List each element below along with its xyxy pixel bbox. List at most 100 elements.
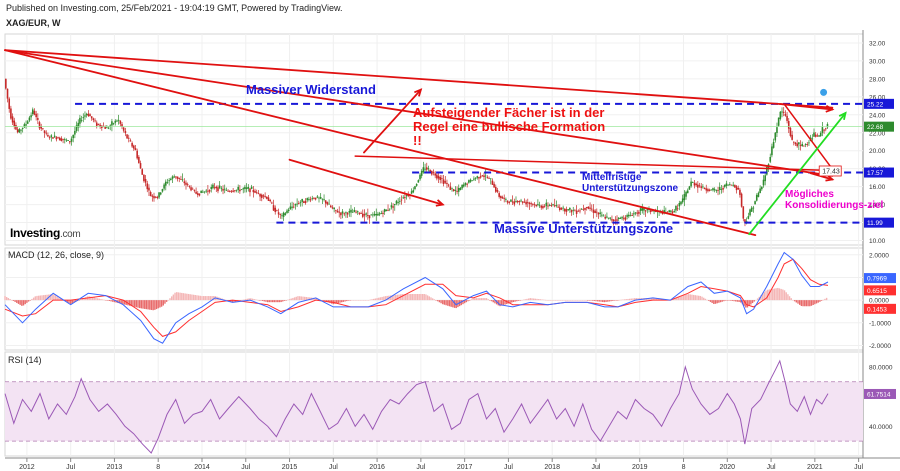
macd-histogram-bar: [335, 300, 338, 304]
candle-body: [388, 208, 391, 210]
macd-histogram-bar: [37, 295, 40, 301]
macd-histogram-bar: [765, 290, 767, 301]
candle-body: [87, 113, 90, 117]
candle-body: [48, 137, 51, 139]
candle-body: [228, 191, 231, 192]
rsi-series: [4, 359, 863, 454]
macd-histogram-bar: [805, 300, 808, 307]
candle-body: [824, 128, 827, 130]
macd-histogram-bar: [531, 298, 533, 301]
candle-body: [729, 184, 731, 186]
candle-body: [185, 182, 187, 185]
macd-histogram-bar: [804, 300, 806, 307]
candle-body: [250, 186, 253, 189]
candle-body: [415, 183, 418, 186]
macd-histogram-bar: [322, 300, 324, 301]
candle-body: [486, 177, 489, 179]
macd-histogram-bar: [162, 300, 164, 306]
candle-body: [92, 118, 95, 120]
macd-series: [4, 251, 829, 344]
candle-body: [124, 131, 127, 134]
arrow-resistance: [778, 103, 834, 111]
macd-histogram-bar: [155, 300, 158, 310]
candle-body: [496, 190, 499, 192]
candle-body: [279, 213, 282, 215]
macd-histogram-bar: [78, 300, 80, 301]
price-pane[interactable]: [5, 78, 863, 227]
candle-body: [826, 124, 829, 128]
macd-histogram-bar: [507, 300, 510, 304]
candle-body: [818, 135, 820, 137]
macd-histogram-bar: [357, 300, 360, 301]
candle-body: [247, 187, 250, 189]
candle-body: [107, 127, 110, 129]
macd-histogram-bar: [302, 296, 304, 301]
macd-histogram-bar: [297, 296, 299, 301]
candle-body: [819, 132, 822, 137]
candle-body: [816, 135, 819, 137]
candle-body: [447, 184, 450, 186]
macd-histogram-bar: [415, 294, 417, 301]
candle-body: [399, 200, 401, 202]
candle-body: [675, 206, 677, 211]
macd-histogram-bar: [132, 300, 134, 307]
candle-body: [240, 189, 243, 191]
macd-histogram-bar: [315, 298, 318, 301]
macd-histogram-bar: [364, 300, 367, 301]
candle-body: [617, 217, 620, 219]
candle-body: [301, 198, 303, 202]
macd-histogram-bar: [428, 296, 430, 301]
macd-histogram-bar: [285, 300, 287, 301]
candle-body: [463, 184, 465, 187]
macd-histogram-bar: [290, 298, 292, 301]
x-tick-label: 2013: [107, 464, 123, 471]
candle-body: [653, 210, 655, 212]
macd-tick-label: -1.0000: [869, 320, 891, 327]
macd-histogram-bar: [32, 297, 35, 301]
candle-body: [811, 138, 814, 140]
candle-body: [734, 184, 736, 188]
candle-body: [220, 188, 223, 190]
macd-histogram-bar: [410, 294, 412, 301]
candle-body: [356, 211, 359, 213]
candle-body: [276, 210, 278, 212]
macd-pane[interactable]: [4, 251, 829, 344]
candle-body: [702, 186, 704, 188]
candle-body: [284, 213, 287, 215]
candle-body: [94, 120, 96, 122]
macd-histogram-bar: [118, 300, 121, 304]
signal-last-value: 0.6515: [867, 288, 887, 295]
candle-body: [97, 124, 100, 125]
arrow-down-right: [288, 158, 444, 206]
macd-histogram-bar: [618, 299, 621, 301]
candle-body: [10, 108, 12, 119]
rsi-tick-label: 40.0000: [869, 424, 893, 431]
candle-body: [735, 186, 738, 191]
macd-histogram-bar: [14, 300, 16, 302]
candle-body: [542, 206, 544, 209]
macd-histogram-bar: [625, 299, 627, 301]
candle-body: [328, 203, 330, 205]
candle-body: [331, 207, 334, 209]
candle-body: [488, 178, 490, 179]
macd-histogram-bar: [691, 294, 693, 301]
candle-body: [747, 216, 750, 219]
candle-body: [789, 127, 792, 136]
macd-histogram-bar: [785, 292, 787, 301]
rsi-title: RSI (14): [8, 355, 42, 365]
candle-body: [750, 207, 753, 212]
fan-line-projection: [783, 103, 838, 176]
macd-histogram-bar: [211, 296, 213, 301]
macd-histogram-bar: [541, 299, 543, 301]
macd-histogram-bar: [516, 300, 518, 302]
macd-histogram-bar: [213, 296, 215, 301]
candle-body: [67, 140, 69, 141]
macd-histogram-bar: [66, 300, 68, 303]
candle-body: [681, 198, 684, 203]
macd-histogram-bar: [59, 298, 62, 301]
macd-histogram-bar: [610, 300, 612, 302]
macd-histogram-bar: [485, 298, 488, 301]
rsi-pane[interactable]: [4, 359, 863, 454]
candle-body: [18, 129, 21, 133]
candle-body: [134, 148, 137, 151]
